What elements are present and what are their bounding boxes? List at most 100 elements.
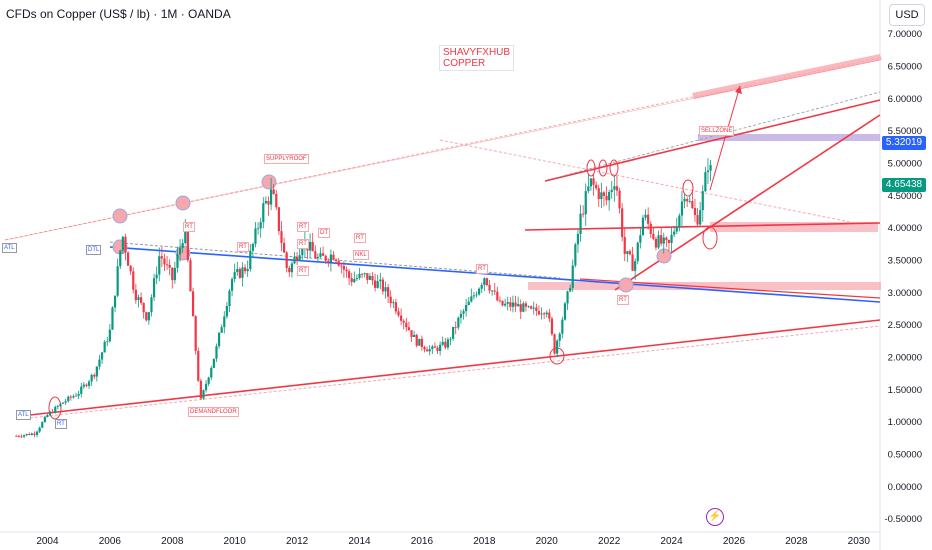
candle-body bbox=[98, 359, 101, 367]
candle-body bbox=[392, 302, 395, 304]
brand-line-1: SHAVYFXHUB bbox=[443, 47, 511, 58]
x-axis: 2004 2006 2008 2010 2012 2014 2016 2018 2020 2022… bbox=[36, 536, 870, 547]
candle-body bbox=[15, 435, 18, 437]
candle-body bbox=[163, 258, 166, 265]
candle-body bbox=[381, 279, 385, 292]
candle-body bbox=[582, 213, 585, 215]
candle-body bbox=[595, 184, 598, 189]
candle-body bbox=[256, 228, 260, 230]
candle-body bbox=[61, 402, 65, 404]
candle-body bbox=[530, 306, 533, 309]
candle-body bbox=[368, 275, 372, 280]
marked-price-label: 5.32019 bbox=[882, 136, 926, 150]
candle-body bbox=[106, 341, 109, 343]
candle-body bbox=[171, 267, 174, 281]
y-tick-label: -0.50000 bbox=[884, 514, 922, 525]
x-tick-label: 2006 bbox=[99, 536, 122, 547]
y-tick-label: 2.00000 bbox=[888, 353, 922, 364]
candle-body bbox=[340, 265, 343, 267]
candle-body bbox=[504, 303, 507, 306]
x-tick-label: 2016 bbox=[411, 536, 434, 547]
candle-body bbox=[426, 349, 429, 352]
lightning-icon[interactable]: ⚡ bbox=[706, 508, 724, 526]
candle-body bbox=[462, 311, 465, 314]
candle-body bbox=[220, 327, 223, 333]
candle-body bbox=[431, 346, 434, 350]
currency-selector[interactable]: USD bbox=[889, 4, 925, 26]
candle-body bbox=[113, 295, 117, 308]
y-tick-label: 0.00000 bbox=[888, 482, 922, 493]
candle-body bbox=[129, 265, 132, 272]
candle-body bbox=[548, 312, 551, 319]
brand-line-2: COPPER bbox=[443, 58, 486, 69]
candle-body bbox=[85, 384, 88, 386]
candle-body bbox=[46, 415, 49, 418]
candle-body bbox=[634, 261, 637, 271]
candle-body bbox=[522, 303, 525, 312]
candle-body bbox=[535, 307, 538, 311]
annotation-rt-2012b: RT bbox=[297, 239, 309, 249]
candle-body bbox=[618, 190, 621, 209]
candle-body bbox=[636, 242, 639, 262]
candle-body bbox=[293, 256, 296, 264]
candle-body bbox=[30, 433, 33, 436]
candle-body bbox=[660, 235, 663, 244]
candle-body bbox=[579, 213, 582, 234]
candle-body bbox=[246, 269, 249, 272]
candle-body bbox=[355, 278, 359, 280]
candle-body bbox=[233, 271, 236, 280]
candle-body bbox=[223, 316, 226, 328]
candle-body bbox=[436, 347, 439, 352]
y-tick-label: 0.50000 bbox=[888, 450, 922, 461]
candle-body bbox=[496, 291, 499, 301]
annotation-atl-top: ATL bbox=[2, 243, 17, 253]
y-tick-label: 3.00000 bbox=[888, 288, 922, 299]
candle-body bbox=[675, 227, 678, 232]
annotation-rt-2008: RT bbox=[183, 222, 195, 232]
candle-body bbox=[238, 268, 241, 278]
y-tick-label: 2.50000 bbox=[888, 320, 922, 331]
candle-body bbox=[631, 254, 634, 271]
candle-body bbox=[38, 427, 41, 432]
candle-body bbox=[527, 306, 530, 308]
candle-body bbox=[225, 305, 228, 317]
candle-body bbox=[389, 296, 392, 304]
annotation-rt-2022: RT bbox=[617, 295, 629, 305]
x-tick-label: 2014 bbox=[348, 536, 371, 547]
candle-body bbox=[17, 435, 20, 437]
candle-body bbox=[82, 384, 85, 387]
candle-body bbox=[444, 341, 447, 348]
y-axis: 7.00000 6.50000 6.00000 5.50000 5.00000 4.500… bbox=[884, 29, 922, 525]
candle-body bbox=[160, 256, 163, 259]
candle-body bbox=[337, 261, 340, 266]
candle-body bbox=[394, 302, 398, 312]
candle-body bbox=[537, 310, 541, 315]
candle-body bbox=[259, 222, 262, 229]
annotation-dtl: DTL bbox=[86, 245, 102, 255]
candle-body bbox=[327, 260, 330, 263]
candle-body bbox=[384, 287, 387, 292]
candle-body bbox=[488, 285, 491, 291]
y-tick-label: 1.50000 bbox=[888, 385, 922, 396]
candle-body bbox=[699, 210, 702, 225]
candle-body bbox=[686, 198, 689, 202]
candle-body bbox=[132, 271, 135, 290]
candle-body bbox=[353, 279, 356, 283]
candle-body bbox=[519, 304, 522, 312]
candle-body bbox=[64, 401, 67, 403]
candle-body bbox=[446, 339, 450, 348]
candle-body bbox=[35, 431, 39, 435]
candle-body bbox=[493, 290, 496, 292]
candle-body bbox=[54, 406, 57, 413]
candle-body bbox=[413, 334, 416, 338]
candle-body bbox=[184, 226, 187, 244]
candle-body bbox=[589, 178, 593, 187]
candle-body bbox=[701, 191, 704, 211]
candle-body bbox=[345, 269, 348, 272]
candle-body bbox=[652, 233, 655, 239]
trend-lines bbox=[4, 57, 881, 419]
candle-body bbox=[191, 291, 195, 317]
candle-body bbox=[415, 334, 418, 346]
candle-body bbox=[696, 215, 699, 225]
